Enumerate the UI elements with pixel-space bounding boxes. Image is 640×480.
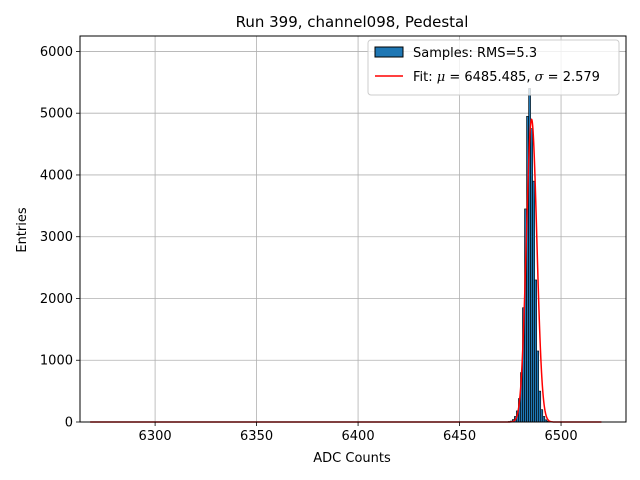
legend-swatch-samples (374, 46, 404, 58)
y-tick-label: 4000 (40, 168, 73, 183)
legend-label-samples: Samples: RMS=5.3 (413, 46, 537, 61)
legend-fit-prefix: Fit: (413, 70, 437, 85)
x-tick-label: 6500 (545, 429, 578, 444)
y-tick-label: 2000 (40, 292, 73, 307)
legend-label-fit: Fit: μ = 6485.485, σ = 2.579 (413, 70, 600, 85)
y-tick-label: 1000 (40, 354, 73, 369)
histogram-bar (540, 409, 544, 423)
x-axis-ticks: 6300 6350 6400 6450 6500 (139, 422, 578, 444)
legend-fit-mu-symbol: μ (437, 70, 445, 85)
legend-fit-mu-value: = 6485.485, (445, 70, 534, 85)
x-axis-label: ADC Counts (313, 451, 391, 466)
chart-title: Run 399, channel098, Pedestal (236, 13, 469, 31)
plot-frame (79, 35, 627, 423)
histogram-bar (538, 390, 542, 423)
legend-fit-sigma-value: = 2.579 (544, 70, 600, 85)
histogram-bar (542, 416, 546, 423)
y-tick-label: 3000 (40, 230, 73, 245)
y-axis-ticks: 0 1000 2000 3000 4000 5000 6000 (40, 45, 80, 431)
legend-fit-sigma-symbol: σ (535, 70, 545, 85)
legend-box (367, 39, 620, 96)
y-axis-label: Entries (15, 207, 30, 253)
x-tick-label: 6450 (443, 429, 476, 444)
histogram-bar (532, 180, 535, 423)
histogram-bar (536, 350, 540, 423)
legend: Samples: RMS=5.3 Fit: μ = 6485.485, σ = … (367, 39, 620, 96)
histogram-bar (530, 128, 533, 423)
y-tick-label: 0 (65, 416, 73, 431)
histogram-bar (534, 279, 537, 423)
y-tick-label: 6000 (40, 45, 73, 60)
x-tick-label: 6350 (240, 429, 273, 444)
x-tick-label: 6300 (139, 429, 172, 444)
y-tick-label: 5000 (40, 107, 73, 122)
x-tick-label: 6400 (342, 429, 375, 444)
